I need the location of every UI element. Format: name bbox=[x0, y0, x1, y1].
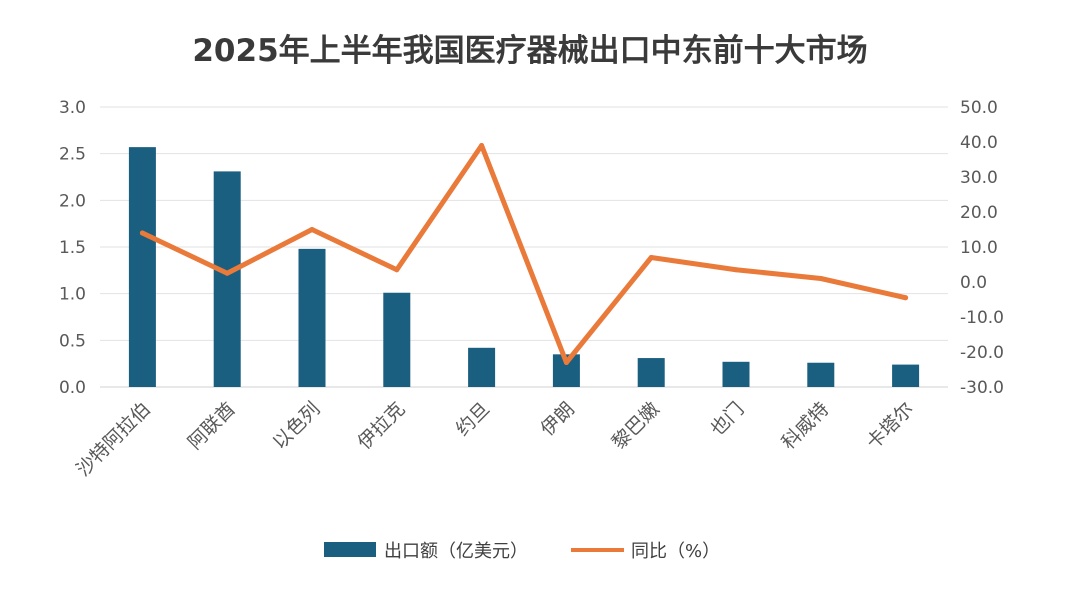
left-tick-label: 3.0 bbox=[59, 98, 86, 118]
category-labels: 沙特阿拉伯 阿联酋 以色列 伊拉克 约旦 伊朗 黎巴嫩 也门 科威特 卡塔尔 bbox=[72, 398, 918, 481]
line-point bbox=[818, 276, 824, 281]
category-label: 伊拉克 bbox=[353, 398, 409, 454]
bar bbox=[298, 248, 326, 387]
bar bbox=[213, 171, 241, 387]
right-tick-label: -30.0 bbox=[960, 378, 1004, 398]
bar bbox=[807, 362, 835, 387]
bar bbox=[722, 361, 750, 387]
left-axis: 0.0 0.5 1.0 1.5 2.0 2.5 3.0 bbox=[59, 98, 86, 398]
line-path bbox=[139, 143, 909, 365]
left-tick-label: 1.5 bbox=[59, 238, 86, 258]
line-point bbox=[648, 255, 654, 260]
right-tick-label: 0.0 bbox=[960, 273, 987, 293]
left-tick-label: 2.5 bbox=[59, 145, 86, 165]
category-label: 约旦 bbox=[452, 398, 494, 440]
category-label: 也门 bbox=[706, 398, 748, 440]
left-tick-label: 2.0 bbox=[59, 191, 86, 211]
legend-line-label: 同比（%） bbox=[631, 541, 720, 562]
category-label: 以色列 bbox=[269, 398, 325, 454]
line-series bbox=[139, 143, 909, 365]
left-tick-label: 0.0 bbox=[59, 378, 86, 398]
line-point bbox=[309, 227, 315, 232]
bar-series bbox=[128, 147, 920, 387]
chart-title: 2025年上半年我国医疗器械出口中东前十大市场 bbox=[192, 33, 867, 69]
category-label: 卡塔尔 bbox=[862, 398, 918, 454]
bar bbox=[892, 364, 920, 387]
category-label: 科威特 bbox=[777, 398, 833, 454]
line-point bbox=[224, 270, 230, 276]
category-label: 阿联酋 bbox=[184, 398, 240, 454]
legend-bar-label: 出口额（亿美元） bbox=[384, 541, 528, 562]
legend: 出口额（亿美元） 同比（%） bbox=[324, 541, 720, 562]
bar bbox=[383, 292, 411, 387]
right-tick-label: 20.0 bbox=[960, 203, 998, 223]
left-tick-label: 0.5 bbox=[59, 331, 86, 351]
line-point bbox=[563, 360, 569, 365]
line-point bbox=[479, 143, 485, 148]
category-label: 伊朗 bbox=[536, 398, 578, 440]
bar bbox=[468, 347, 496, 387]
line-point bbox=[903, 295, 909, 301]
legend-bar-swatch bbox=[324, 542, 376, 557]
category-label: 黎巴嫩 bbox=[608, 398, 664, 454]
right-tick-label: 50.0 bbox=[960, 98, 998, 118]
right-tick-label: -10.0 bbox=[960, 308, 1004, 328]
line-point bbox=[139, 230, 145, 236]
bar bbox=[128, 147, 156, 387]
left-tick-label: 1.0 bbox=[59, 285, 86, 305]
line-point bbox=[733, 267, 739, 273]
right-tick-label: 40.0 bbox=[960, 133, 998, 153]
right-tick-label: 10.0 bbox=[960, 238, 998, 258]
gridlines bbox=[100, 106, 948, 341]
right-axis: -30.0 -20.0 -10.0 0.0 10.0 20.0 30.0 40.0 50.0 bbox=[960, 98, 1004, 398]
right-tick-label: -20.0 bbox=[960, 343, 1004, 363]
right-tick-label: 30.0 bbox=[960, 168, 998, 188]
bar bbox=[637, 358, 665, 387]
line-point bbox=[394, 267, 400, 273]
category-label: 沙特阿拉伯 bbox=[72, 398, 155, 481]
